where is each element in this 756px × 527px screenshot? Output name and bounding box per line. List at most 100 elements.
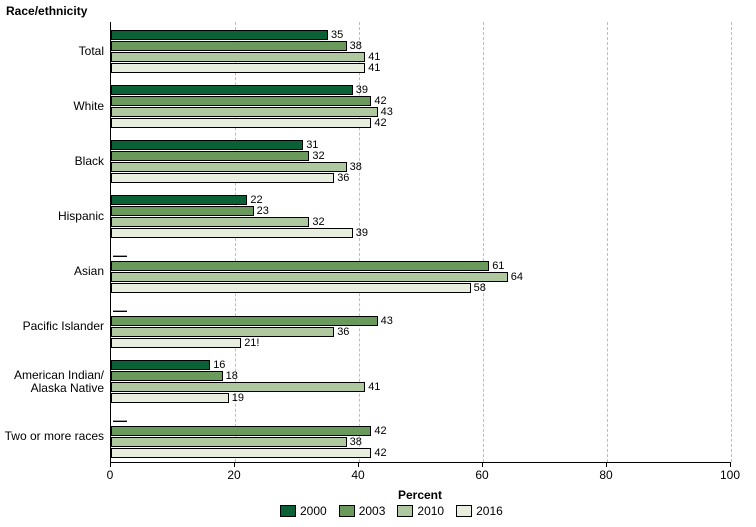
x-tick-label: 80 <box>594 468 618 482</box>
bar <box>111 393 229 403</box>
bar-value-label: 36 <box>337 327 349 337</box>
y-axis-title: Race/ethnicity <box>6 4 87 18</box>
bar-value-label: 41 <box>368 382 380 392</box>
bar-value-label: 35 <box>331 30 343 40</box>
bar-value-label: 38 <box>350 437 362 447</box>
legend-swatch <box>280 505 296 517</box>
bar-value-label: 42 <box>374 96 386 106</box>
bar-value-label: 39 <box>356 85 368 95</box>
bar-value-label: 21! <box>244 338 259 348</box>
bar <box>111 52 365 62</box>
bar-value-label: 38 <box>350 41 362 51</box>
x-tick <box>730 462 731 467</box>
category-label: Pacific Islander <box>0 320 104 334</box>
x-tick <box>358 462 359 467</box>
bar-value-label: 32 <box>312 217 324 227</box>
legend-label: 2003 <box>359 504 386 518</box>
bar-value-label: 18 <box>226 371 238 381</box>
category-label: American Indian/Alaska Native <box>0 369 104 397</box>
legend-label: 2010 <box>417 504 444 518</box>
bar <box>111 206 254 216</box>
bar <box>111 63 365 73</box>
bar <box>111 382 365 392</box>
bar <box>111 228 353 238</box>
legend-label: 2000 <box>300 504 327 518</box>
bar-value-label: 19 <box>232 393 244 403</box>
bar-value-label: 42 <box>374 118 386 128</box>
category-label: Total <box>0 45 104 59</box>
gridline <box>483 22 484 462</box>
bar-value-label: 16 <box>213 360 225 370</box>
missing-marker: — <box>113 247 127 263</box>
category-label: Hispanic <box>0 210 104 224</box>
x-tick <box>234 462 235 467</box>
plot-area <box>110 22 731 463</box>
x-tick-label: 60 <box>470 468 494 482</box>
bar <box>111 371 223 381</box>
bar-value-label: 32 <box>312 151 324 161</box>
bar <box>111 360 210 370</box>
bar-value-label: 41 <box>368 52 380 62</box>
bar <box>111 217 309 227</box>
x-tick <box>482 462 483 467</box>
category-label: Black <box>0 155 104 169</box>
bar <box>111 426 371 436</box>
bar-value-label: 64 <box>511 272 523 282</box>
bar-value-label: 38 <box>350 162 362 172</box>
bar <box>111 272 508 282</box>
legend-swatch <box>456 505 472 517</box>
bar <box>111 173 334 183</box>
bar-value-label: 36 <box>337 173 349 183</box>
x-axis-title: Percent <box>110 488 730 502</box>
bar-value-label: 61 <box>492 261 504 271</box>
legend-swatch <box>339 505 355 517</box>
bar <box>111 261 489 271</box>
legend-item: 2003 <box>339 504 386 518</box>
bar-value-label: 31 <box>306 140 318 150</box>
bar <box>111 316 378 326</box>
bar <box>111 41 347 51</box>
bar-value-label: 42 <box>374 448 386 458</box>
x-tick-label: 100 <box>718 468 742 482</box>
bar-value-label: 22 <box>250 195 262 205</box>
legend-label: 2016 <box>476 504 503 518</box>
bar-value-label: 41 <box>368 63 380 73</box>
bar <box>111 162 347 172</box>
bar <box>111 118 371 128</box>
bar-value-label: 43 <box>381 316 393 326</box>
category-label: White <box>0 100 104 114</box>
x-tick <box>110 462 111 467</box>
x-tick-label: 40 <box>346 468 370 482</box>
bar <box>111 30 328 40</box>
bar <box>111 437 347 447</box>
gridline <box>607 22 608 462</box>
category-label: Two or more races <box>0 430 104 444</box>
bar-value-label: 23 <box>257 206 269 216</box>
legend-swatch <box>397 505 413 517</box>
legend-item: 2000 <box>280 504 327 518</box>
bar <box>111 448 371 458</box>
bar <box>111 85 353 95</box>
legend-item: 2010 <box>397 504 444 518</box>
missing-marker: — <box>113 302 127 318</box>
x-tick-label: 0 <box>98 468 122 482</box>
bar <box>111 195 247 205</box>
bar <box>111 327 334 337</box>
category-label: Asian <box>0 265 104 279</box>
legend: 2000 2003 2010 2016 <box>280 504 503 518</box>
bar-value-label: 58 <box>474 283 486 293</box>
bar-value-label: 39 <box>356 228 368 238</box>
bar <box>111 151 309 161</box>
legend-item: 2016 <box>456 504 503 518</box>
bar-value-label: 43 <box>381 107 393 117</box>
missing-marker: — <box>113 412 127 428</box>
bar <box>111 283 471 293</box>
x-tick-label: 20 <box>222 468 246 482</box>
gridline <box>731 22 732 462</box>
x-tick <box>606 462 607 467</box>
bar <box>111 338 241 348</box>
chart-container: Race/ethnicity Percent 2000200320102016 … <box>0 0 756 527</box>
bar-value-label: 42 <box>374 426 386 436</box>
bar <box>111 96 371 106</box>
bar <box>111 107 378 117</box>
